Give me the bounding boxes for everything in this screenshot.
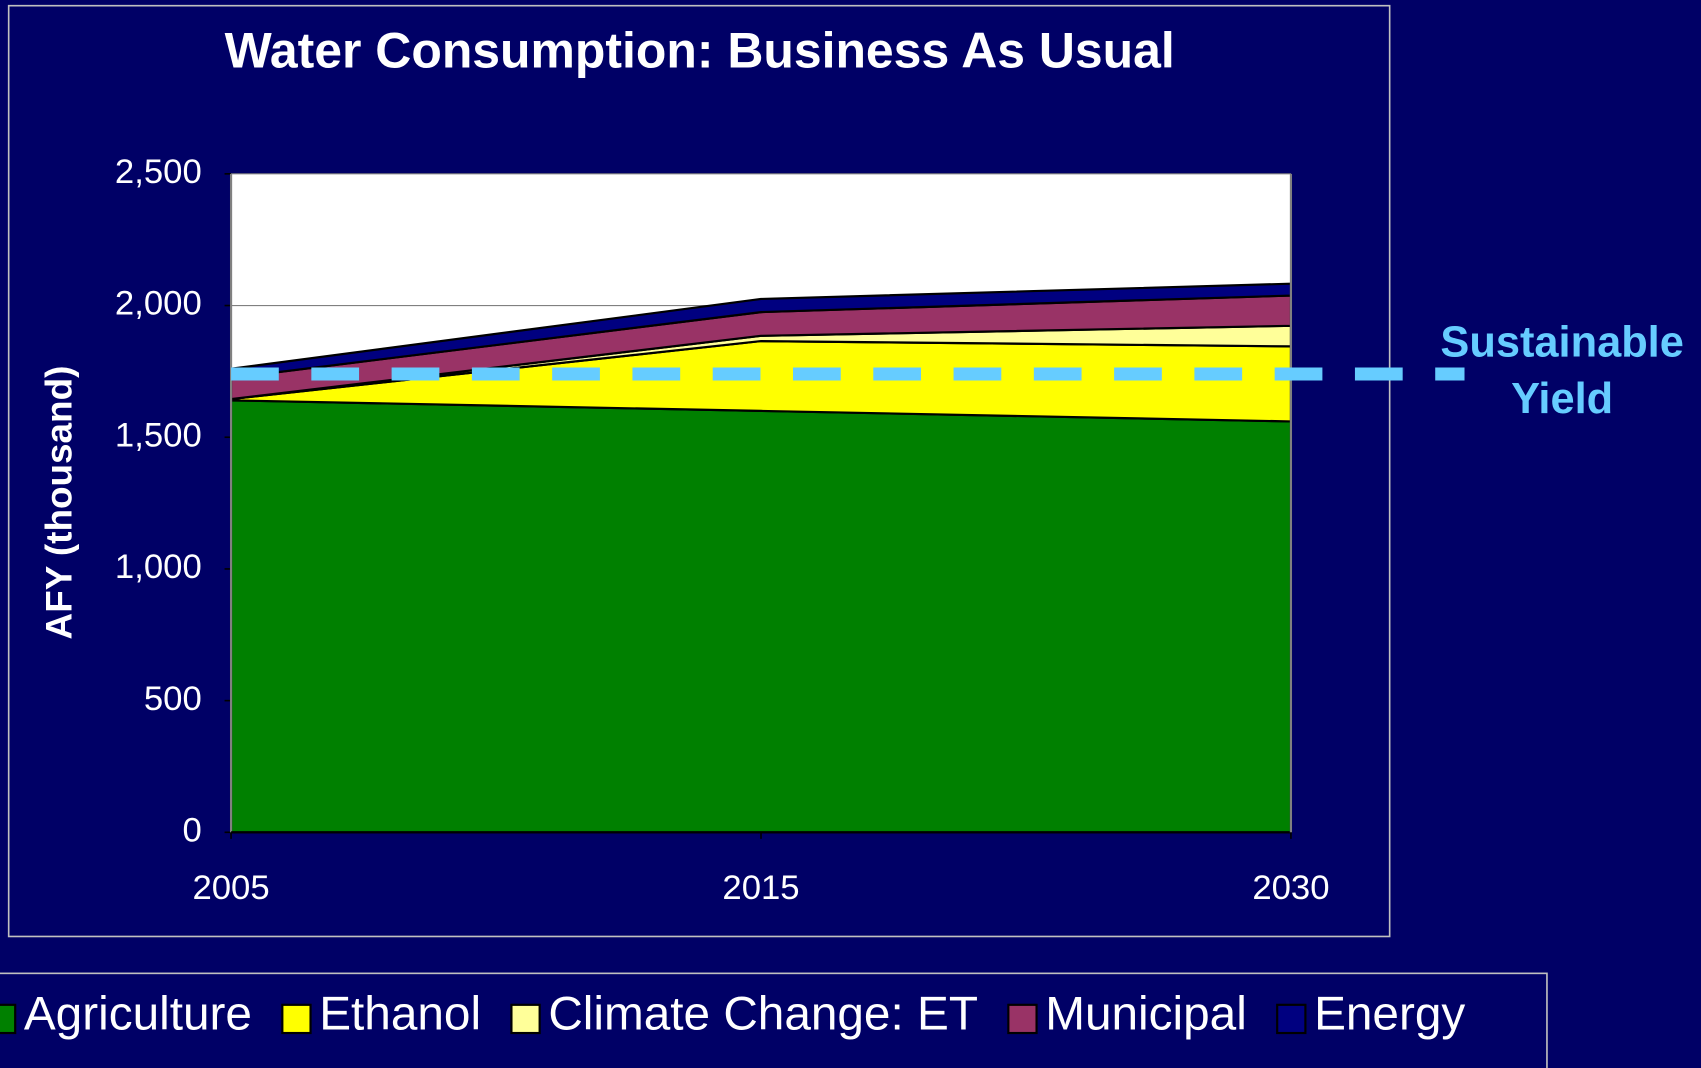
legend-label: Ethanol — [319, 987, 481, 1040]
y-tick-label: 1,000 — [115, 548, 202, 586]
legend-swatch — [281, 1003, 312, 1035]
reference-label: Sustainable — [1440, 319, 1683, 367]
legend-swatch — [1007, 1003, 1038, 1035]
y-tick-label: 2,000 — [115, 285, 202, 323]
x-tick-label: 2005 — [192, 869, 269, 907]
y-tick-label: 0 — [182, 811, 201, 849]
legend-label: Agriculture — [24, 987, 252, 1040]
y-tick-label: 1,500 — [115, 416, 202, 454]
legend-label: Municipal — [1045, 987, 1247, 1040]
legend-label: Energy — [1314, 987, 1465, 1040]
y-tick-label: 2,500 — [115, 153, 202, 191]
legend-frame — [0, 972, 1548, 1068]
legend-swatch — [0, 1003, 17, 1035]
chart-frame — [7, 4, 1391, 938]
reference-label: Yield — [1511, 375, 1613, 423]
legend-swatch — [510, 1003, 541, 1035]
x-tick-label: 2030 — [1252, 869, 1329, 907]
y-tick-label: 500 — [144, 680, 202, 718]
area — [229, 399, 1293, 834]
y-axis-label: AFY (thousand) — [39, 366, 80, 640]
title-holder: Water Consumption: Business As Usual — [224, 21, 1175, 79]
legend-swatch — [1276, 1003, 1307, 1035]
x-tick-label: 2015 — [722, 869, 799, 907]
chart-title: Water Consumption: Business As Usual — [224, 21, 1175, 79]
legend-label: Climate Change: ET — [548, 987, 978, 1040]
